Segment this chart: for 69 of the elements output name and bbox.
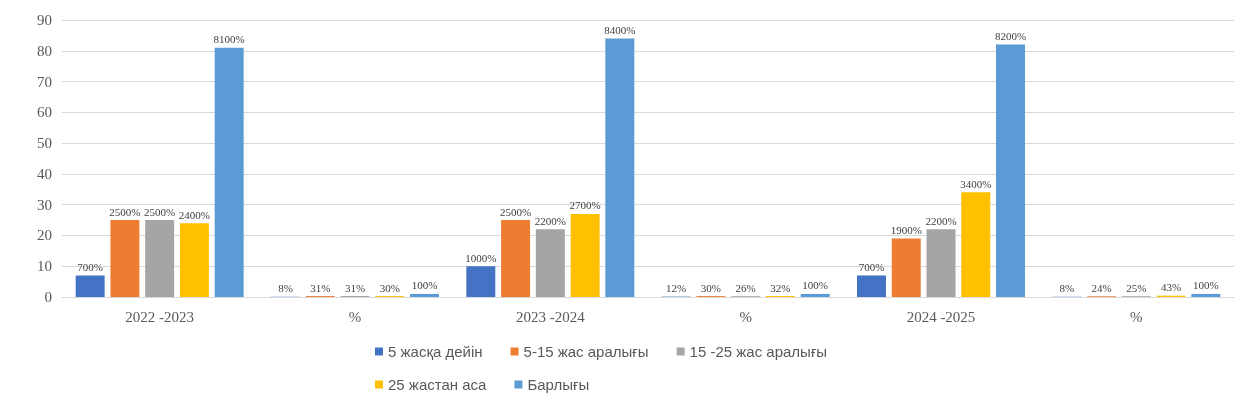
bar (570, 213, 600, 297)
bar (926, 229, 956, 297)
data-label: 3400% (960, 177, 992, 190)
y-tick-label: 90 (37, 12, 52, 28)
y-tick-label: 80 (37, 42, 52, 59)
data-label: 25% (1126, 281, 1147, 294)
legend-label: 5 жасқа дейін (388, 343, 483, 360)
data-label: 2500% (144, 205, 176, 218)
y-tick-label: 10 (37, 258, 52, 275)
data-label: 26% (735, 281, 756, 294)
data-label: 24% (1091, 281, 1112, 294)
bar (501, 220, 531, 297)
y-tick-label: 60 (37, 104, 52, 121)
bar (961, 192, 991, 297)
x-tick-label: 2022 -2023 (125, 308, 195, 325)
data-label: 2200% (925, 214, 957, 227)
y-tick-label: 70 (37, 73, 52, 90)
data-label: 30% (700, 281, 721, 294)
data-label: 31% (344, 281, 366, 294)
bar (535, 229, 565, 297)
bar (891, 238, 921, 297)
data-label: 700% (858, 260, 885, 273)
legend-label: Барлығы (527, 376, 590, 393)
data-label: 2500% (499, 205, 532, 218)
x-tick-label: % (348, 308, 362, 325)
bar (214, 47, 244, 297)
legend-label: 15 -25 жас аралығы (689, 343, 828, 360)
y-tick-label: 30 (37, 196, 52, 213)
data-label: 2200% (534, 214, 566, 227)
bar (110, 220, 140, 297)
bar (410, 293, 439, 297)
bar (75, 275, 105, 297)
data-label: 100% (1193, 279, 1219, 292)
data-label: 2500% (109, 205, 141, 218)
legend-label: 5-15 жас аралығы (523, 343, 649, 360)
bar (996, 44, 1025, 297)
data-label: 12% (666, 282, 687, 295)
data-label: 100% (411, 279, 438, 292)
data-label: 32% (770, 281, 791, 294)
data-label: 2700% (569, 199, 601, 212)
data-label: 2400% (178, 208, 211, 221)
data-label: 8400% (604, 23, 636, 36)
data-label: 8% (1059, 282, 1075, 295)
x-tick-label: 2024 -2025 (906, 308, 976, 325)
y-tick-label: 50 (37, 135, 52, 152)
data-label: 700% (77, 260, 103, 273)
x-tick-label: 2023 -2024 (515, 308, 586, 325)
bar (857, 275, 886, 297)
data-label: 8% (278, 282, 293, 295)
y-tick-label: 20 (37, 227, 52, 244)
x-tick-label: % (739, 308, 752, 325)
y-tick-label: 40 (37, 165, 52, 182)
bar (605, 38, 635, 297)
data-label: 43% (1161, 281, 1182, 294)
bar (800, 293, 830, 297)
data-label: 8200% (994, 30, 1027, 43)
bar (1191, 293, 1221, 297)
data-label: 1900% (890, 224, 922, 237)
bar (145, 220, 175, 297)
legend-label: 25 жастан аса (388, 376, 488, 393)
data-label: 31% (310, 281, 331, 294)
y-tick-label: 0 (44, 289, 52, 305)
x-tick-label: % (1130, 308, 1143, 325)
data-label: 30% (379, 281, 400, 294)
bar (179, 223, 209, 297)
data-label: 1000% (465, 251, 497, 264)
data-label: 8100% (213, 33, 245, 46)
data-label: 100% (802, 279, 829, 292)
bar (466, 266, 496, 297)
